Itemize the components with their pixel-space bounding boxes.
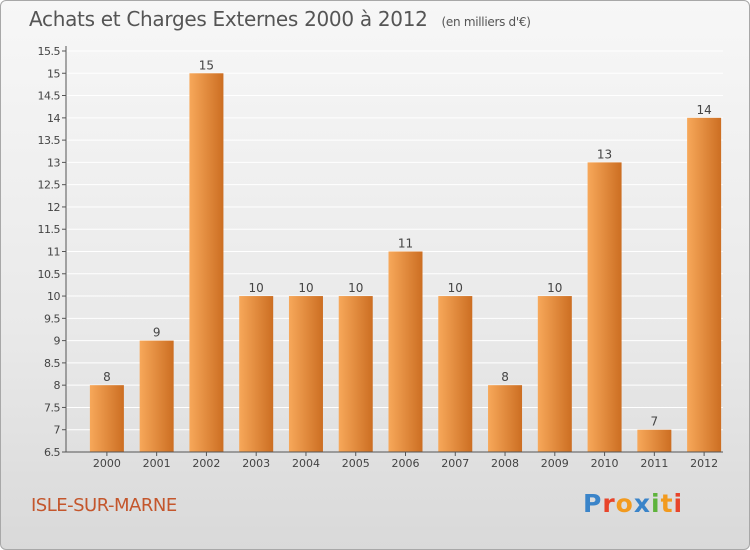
- x-tick-label: 2007: [441, 457, 469, 470]
- y-tick-label: 12.5: [38, 179, 61, 192]
- y-tick-label: 13.5: [38, 134, 61, 147]
- y-tick-label: 14.5: [38, 90, 61, 103]
- data-label: 11: [398, 237, 413, 251]
- bar-2001: [139, 340, 174, 452]
- data-label: 10: [249, 281, 264, 295]
- bar-2000: [89, 385, 124, 452]
- y-tick-label: 9: [54, 335, 61, 348]
- x-tick-label: 2004: [292, 457, 320, 470]
- data-label: 8: [501, 370, 509, 384]
- y-tick-label: 15: [47, 67, 60, 80]
- data-label: 10: [547, 281, 562, 295]
- logo-letter: i: [673, 489, 684, 518]
- logo-letter: t: [660, 489, 674, 518]
- y-tick-label: 13: [47, 156, 60, 169]
- x-tick-label: 2005: [342, 457, 370, 470]
- y-tick-label: 10: [47, 290, 60, 303]
- x-tick-label: 2003: [242, 457, 270, 470]
- y-tick-label: 7.5: [44, 401, 60, 414]
- y-tick-label: 10.5: [38, 268, 61, 281]
- data-label: 14: [696, 103, 711, 117]
- x-tick-label: 2001: [143, 457, 171, 470]
- proxiti-logo: Proxiti: [583, 489, 683, 518]
- bar-2009: [537, 296, 572, 452]
- logo-letter: i: [651, 489, 661, 518]
- chart-unit: (en milliers d'€): [441, 15, 531, 29]
- logo-letter: P: [583, 489, 603, 518]
- bar-2010: [587, 162, 622, 452]
- y-tick-label: 15.5: [38, 45, 61, 58]
- chart-title-text: Achats et Charges Externes 2000 à 2012: [29, 7, 428, 31]
- data-label: 13: [597, 147, 612, 161]
- bar-2004: [288, 296, 323, 452]
- x-tick-label: 2012: [690, 457, 718, 470]
- data-label: 8: [103, 370, 111, 384]
- x-tick-label: 2006: [392, 457, 420, 470]
- x-tick-label: 2010: [591, 457, 619, 470]
- logo-letter: o: [615, 489, 634, 518]
- y-tick-label: 11: [47, 246, 60, 259]
- y-tick-label: 14: [47, 112, 60, 125]
- bar-2005: [338, 296, 373, 452]
- y-tick-label: 8.5: [44, 357, 60, 370]
- x-tick-label: 2011: [640, 457, 668, 470]
- x-tick-label: 2009: [541, 457, 569, 470]
- y-tick-label: 7: [54, 424, 61, 437]
- y-tick-label: 6.5: [44, 446, 60, 459]
- data-label: 10: [298, 281, 313, 295]
- bar-2012: [687, 117, 722, 452]
- data-label: 9: [153, 326, 161, 340]
- y-tick-label: 12: [47, 201, 60, 214]
- data-label: 15: [199, 58, 214, 72]
- x-tick-label: 2008: [491, 457, 519, 470]
- x-tick-label: 2000: [93, 457, 121, 470]
- bar-2011: [637, 429, 672, 452]
- bar-2007: [438, 296, 473, 452]
- bar-2003: [239, 296, 274, 452]
- y-tick-label: 9.5: [44, 312, 60, 325]
- bar-2006: [388, 251, 423, 452]
- commune-name: ISLE-SUR-MARNE: [31, 495, 177, 516]
- logo-letter: x: [633, 489, 651, 518]
- data-label: 7: [651, 415, 659, 429]
- y-tick-label: 11.5: [38, 223, 61, 236]
- data-label: 10: [448, 281, 463, 295]
- chart-title: Achats et Charges Externes 2000 à 2012 (e…: [29, 7, 531, 31]
- y-tick-label: 8: [54, 379, 61, 392]
- bar-2008: [488, 385, 523, 452]
- bar-2002: [189, 73, 224, 453]
- logo-letter: r: [602, 489, 616, 518]
- x-tick-label: 2002: [192, 457, 220, 470]
- data-label: 10: [348, 281, 363, 295]
